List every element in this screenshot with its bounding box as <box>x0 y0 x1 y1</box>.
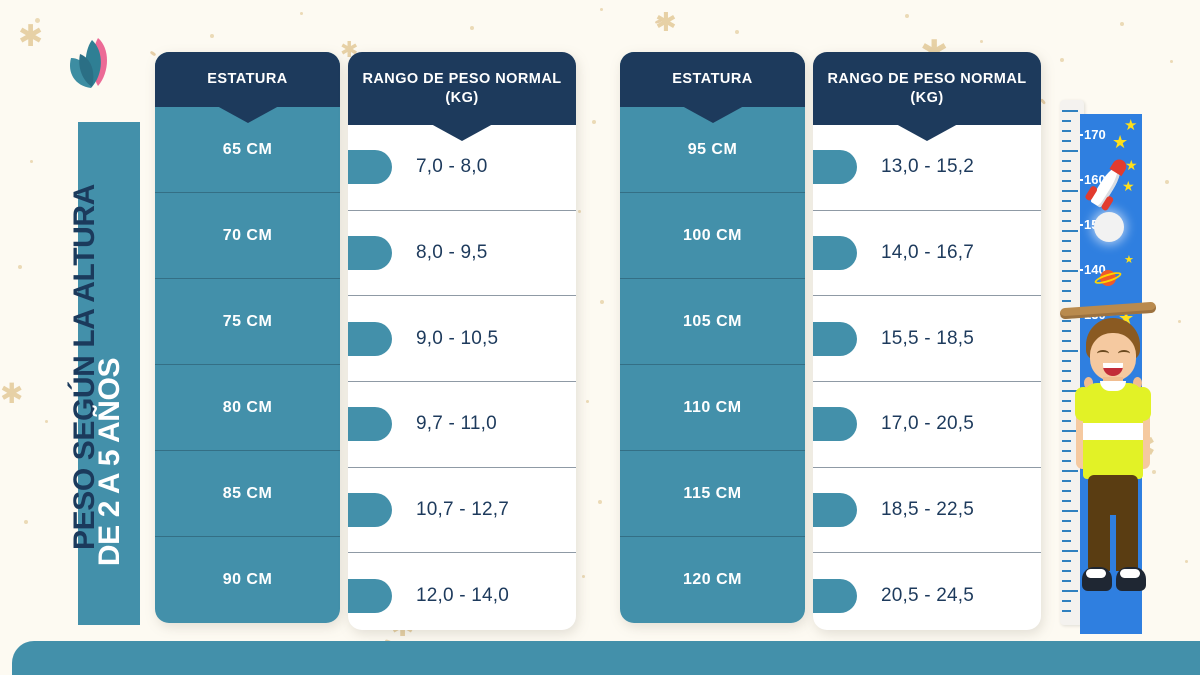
row-pill-marker <box>348 321 392 356</box>
row-pill-marker <box>348 579 392 614</box>
child-shoe <box>1082 567 1112 591</box>
table-row[interactable]: 70 CM <box>155 193 340 279</box>
weight-value: 20,5 - 24,5 <box>881 585 975 607</box>
weight-rows-2: 13,0 - 15,2 14,0 - 16,7 15,5 - 18,5 17,0… <box>813 125 1041 630</box>
header-notch <box>431 124 493 141</box>
page-title-block: PESO SEGÚN LA ALTURA DE 2 A 5 AÑOS <box>0 95 160 655</box>
table-row[interactable]: 90 CM <box>222 571 273 588</box>
row-pill-marker <box>813 579 857 614</box>
row-pill-marker <box>813 407 857 442</box>
weight-value: 13,0 - 15,2 <box>881 156 975 178</box>
table-row[interactable]: 14,0 - 16,7 <box>813 211 1041 297</box>
planet-icon <box>1093 269 1123 287</box>
table-row[interactable]: 10,7 - 12,7 <box>348 468 576 554</box>
weight-rows-1: 7,0 - 8,0 8,0 - 9,5 9,0 - 10,5 9,7 - 11,… <box>348 125 576 630</box>
header-notch <box>896 124 958 141</box>
height-header-label: ESTATURA <box>207 71 288 88</box>
measuring-stick-icon <box>1059 301 1157 320</box>
weight-value: 9,7 - 11,0 <box>416 413 497 435</box>
sparkle-star-icon: ✱ <box>18 19 44 54</box>
ruler-label-170: 170 <box>1080 127 1106 142</box>
title-accent-bar <box>78 122 140 625</box>
weight-value: 18,5 - 22,5 <box>881 499 975 521</box>
table-row[interactable]: 120 CM <box>682 571 743 588</box>
star-icon: ★ <box>1125 158 1138 174</box>
row-pill-marker <box>813 236 857 271</box>
star-icon: ★ <box>1124 116 1138 134</box>
table-row[interactable]: 7,0 - 8,0 <box>348 125 576 211</box>
table-row[interactable]: 95 CM <box>620 107 805 193</box>
table-row[interactable]: 13,0 - 15,2 <box>813 125 1041 211</box>
star-icon: ★ <box>1112 132 1129 153</box>
page-subtitle: DE 2 A 5 AÑOS <box>93 357 126 567</box>
star-icon: ★ <box>1122 179 1135 195</box>
height-rows-1: 65 CM 70 CM 75 CM 80 CM 85 CM 90 CM <box>155 107 340 623</box>
weight-header-label: RANGO DE PESO NORMAL (KG) <box>827 71 1027 106</box>
growth-chart-illustration: 170 160 150 140 130 ★ ★ ★ ★ ★ ★ <box>1050 100 1160 645</box>
height-header-label: ESTATURA <box>672 71 753 88</box>
row-pill-marker <box>348 150 392 185</box>
row-pill-marker <box>348 236 392 271</box>
table-row[interactable]: 17,0 - 20,5 <box>813 382 1041 468</box>
height-column-2: ESTATURA 95 CM 100 CM 105 CM 110 CM 115 … <box>620 52 805 623</box>
weight-column-header-2: RANGO DE PESO NORMAL (KG) <box>813 52 1041 141</box>
height-column-1: ESTATURA 65 CM 70 CM 75 CM 80 CM 85 CM 9… <box>155 52 340 623</box>
butterfly-logo[interactable] <box>58 32 128 96</box>
weight-column-2: RANGO DE PESO NORMAL (KG) 13,0 - 15,2 14… <box>813 52 1041 630</box>
table-row[interactable]: 80 CM <box>155 365 340 451</box>
footer-bar <box>12 641 1200 675</box>
table-row[interactable]: 100 CM <box>620 193 805 279</box>
header-notch <box>681 106 744 123</box>
star-icon: ★ <box>1124 253 1134 266</box>
table-row[interactable]: 110 CM <box>620 365 805 451</box>
table-row[interactable]: 20,5 - 24,5 <box>813 553 1041 630</box>
table-row[interactable]: 12,0 - 14,0 <box>348 553 576 630</box>
height-rows-2: 95 CM 100 CM 105 CM 110 CM 115 CM 120 CM <box>620 107 805 623</box>
weight-value: 9,0 - 10,5 <box>416 327 499 349</box>
weight-value: 10,7 - 12,7 <box>416 499 510 521</box>
table-row[interactable]: 115 CM <box>620 451 805 537</box>
weight-column-1: RANGO DE PESO NORMAL (KG) 7,0 - 8,0 8,0 … <box>348 52 576 630</box>
weight-value: 14,0 - 16,7 <box>881 242 975 264</box>
table-row[interactable]: 9,0 - 10,5 <box>348 296 576 383</box>
weight-header-label: RANGO DE PESO NORMAL (KG) <box>362 71 562 106</box>
row-pill-marker <box>348 407 392 442</box>
table-row[interactable]: 75 CM <box>155 279 340 365</box>
table-row[interactable]: 85 CM <box>155 451 340 537</box>
row-pill-marker <box>813 321 857 356</box>
table-row[interactable]: 8,0 - 9,5 <box>348 211 576 297</box>
weight-value: 7,0 - 8,0 <box>416 156 488 178</box>
weight-column-header-1: RANGO DE PESO NORMAL (KG) <box>348 52 576 141</box>
height-column-header-1: ESTATURA <box>155 52 340 123</box>
height-column-header-2: ESTATURA <box>620 52 805 123</box>
weight-value: 12,0 - 14,0 <box>416 585 510 607</box>
table-row[interactable]: 105 CM <box>620 279 805 365</box>
table-row[interactable]: 9,7 - 11,0 <box>348 382 576 468</box>
child-mouth <box>1103 363 1123 376</box>
child-figure <box>1059 301 1162 645</box>
table-row[interactable]: 18,5 - 22,5 <box>813 468 1041 554</box>
table-row[interactable]: 65 CM <box>155 107 340 193</box>
weight-value: 17,0 - 20,5 <box>881 413 975 435</box>
rocket-icon <box>1084 156 1129 212</box>
table-row[interactable]: 15,5 - 18,5 <box>813 296 1041 383</box>
row-pill-marker <box>348 493 392 528</box>
moon-icon <box>1094 212 1124 242</box>
header-notch <box>216 106 279 123</box>
weight-value: 8,0 - 9,5 <box>416 242 488 264</box>
sparkle-star-icon: ✱ <box>655 8 677 38</box>
row-pill-marker <box>813 150 857 185</box>
weight-value: 15,5 - 18,5 <box>881 327 975 349</box>
row-pill-marker <box>813 493 857 528</box>
child-shoe <box>1116 567 1146 591</box>
